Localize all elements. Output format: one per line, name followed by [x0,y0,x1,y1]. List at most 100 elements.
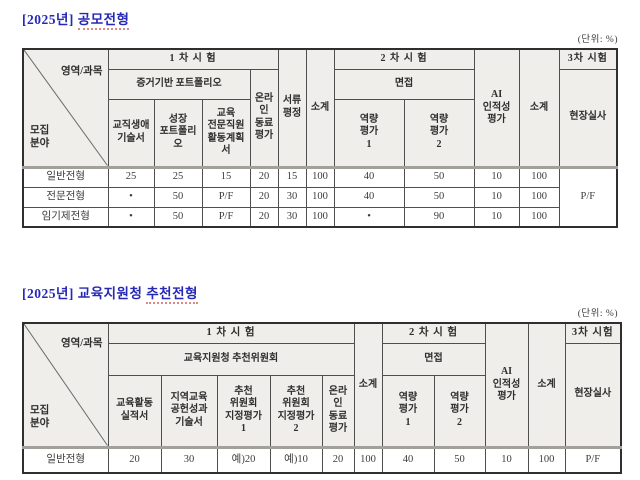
section-gap [22,228,618,282]
table-row: 일반전형 25 25 15 20 15 100 40 50 10 100 P/F [22,165,618,228]
col-online-peer: 온라 인 동료 평가 [249,68,279,168]
interview-group-header: 면접 [381,342,486,376]
cell: 10 [473,206,520,228]
cell: 50 [403,165,475,188]
cell: 40 [333,186,405,208]
unit-label-2: (단위: %) [577,309,618,319]
open-recruitment-table: 영역/과목 모집 분야 1 차 시 험 서류 평정 소계 2 차 시 험 AI … [22,48,619,228]
col-competency-2: 역량 평가 2 [403,98,475,168]
cell: 90 [403,206,475,228]
cell: P/F [201,206,251,228]
exam2-group-header: 2 차 시 험 [333,48,475,70]
row-label-general: 일반전형 [22,445,109,474]
cell: 10 [473,165,520,188]
col-teaching-career: 교직생애 기술서 [107,98,155,168]
cell-field-inspection-value: P/F [564,445,622,474]
cell: P/F [201,186,251,208]
diagonal-line [24,324,108,446]
cell: 100 [527,445,566,474]
committee-group-header: 교육지원청 추천위원회 [107,342,355,376]
cell: 10 [473,186,520,208]
corner-cell: 영역/과목 모집 분야 [22,322,109,448]
cell: 100 [305,165,335,188]
col-edu-activity-record: 교육활동 실적서 [107,374,162,448]
cell: • [333,206,405,228]
cell: 15 [201,165,251,188]
table-row: 전문전형 • 50 P/F 20 30 100 40 50 10 100 [22,186,617,208]
col-online-peer: 온라 인 동료 평가 [321,374,355,448]
cell: 20 [321,445,355,474]
cell: 50 [433,445,486,474]
col-document-rating: 서류 평정 [277,48,307,168]
cell: 100 [305,186,335,208]
col-subtotal-2: 소계 [518,48,560,168]
corner-label-area: 영역/과목 [60,338,103,349]
recommendation-table: 영역/과목 모집 분야 1 차 시 험 소계 2 차 시 험 AI 인적성 평가… [22,322,623,474]
exam1-group-header: 1 차 시 험 [107,322,355,344]
unit-label-1: (단위: %) [577,35,618,45]
cell: 30 [160,445,218,474]
cell: 20 [107,445,162,474]
cell: 100 [353,445,383,474]
title1-main: 공모전형 [77,12,130,30]
interview-group-header: 면접 [333,68,475,100]
title2-prefix: [2025년] 교육지원청 [22,286,147,301]
row-label-fixed-term: 임기제전형 [22,206,109,228]
col-competency-1: 역량 평가 1 [333,98,405,168]
exam1-group-header: 1 차 시 험 [107,48,279,70]
cell: 20 [249,165,279,188]
col-field-inspection: 현장실사 [558,68,618,168]
corner-label-field: 모집 분야 [30,124,50,149]
portfolio-group-header: 증거기반 포트폴리오 [107,68,251,100]
cell: 100 [518,186,560,208]
exam2-group-header: 2 차 시 험 [381,322,486,344]
table-row: 임기제전형 • 50 P/F 20 30 100 • 90 10 100 [22,206,617,228]
corner-cell: 영역/과목 모집 분야 [22,48,109,168]
cell: 30 [277,186,307,208]
cell: 40 [381,445,435,474]
cell: 100 [518,165,560,188]
cell: 10 [484,445,529,474]
col-committee-eval-1: 추천 위원회 지정평가 1 [216,374,271,448]
col-field-inspection: 현장실사 [564,342,622,448]
col-growth-portfolio: 성장 포트폴리오 [153,98,203,168]
cell: • [107,206,155,228]
cell: 20 [249,186,279,208]
cell: 20 [249,206,279,228]
cell: 30 [277,206,307,228]
title2-main: 추천전형 [146,286,198,304]
col-committee-eval-2: 추천 위원회 지정평가 2 [269,374,323,448]
cell: 예)10 [269,445,323,474]
document-page: [2025년] 공모전형 (단위: %) 영역/과목 모집 분야 1 차 시 험… [22,0,623,474]
col-ai-aptitude: AI 인적성 평가 [473,48,520,168]
section-title-recommendation: [2025년] 교육지원청 추천전형 [22,282,618,304]
cell: 50 [153,206,203,228]
section-title-open-recruitment: [2025년] 공모전형 [22,8,618,30]
corner-label-field: 모집 분야 [30,404,50,429]
row-label-general: 일반전형 [22,165,109,188]
cell: 50 [153,186,203,208]
cell: 25 [153,165,203,188]
col-competency-1: 역량 평가 1 [381,374,435,448]
col-ai-aptitude: AI 인적성 평가 [484,322,529,448]
cell: 100 [518,206,560,228]
cell-field-inspection-value: P/F [558,165,618,228]
col-competency-2: 역량 평가 2 [433,374,486,448]
cell: 50 [403,186,475,208]
cell: 15 [277,165,307,188]
cell: 예)20 [216,445,271,474]
diagonal-line [24,50,108,166]
title1-prefix: [2025년] [22,12,78,27]
row-label-professional: 전문전형 [22,186,109,208]
exam3-group-header: 3차 시험 [564,322,622,344]
col-subtotal-2: 소계 [527,322,566,448]
col-activity-plan: 교육 전문직원 활동계획서 [201,98,251,168]
cell: 25 [107,165,155,188]
cell: • [107,186,155,208]
cell: 40 [333,165,405,188]
corner-label-area: 영역/과목 [60,66,103,77]
exam3-group-header: 3차 시험 [558,48,618,70]
table-row: 일반전형 20 30 예)20 예)10 20 100 40 50 10 100… [22,445,622,474]
col-regional-contribution: 지역교육 공헌성과 기술서 [160,374,218,448]
col-subtotal-1: 소계 [353,322,383,448]
